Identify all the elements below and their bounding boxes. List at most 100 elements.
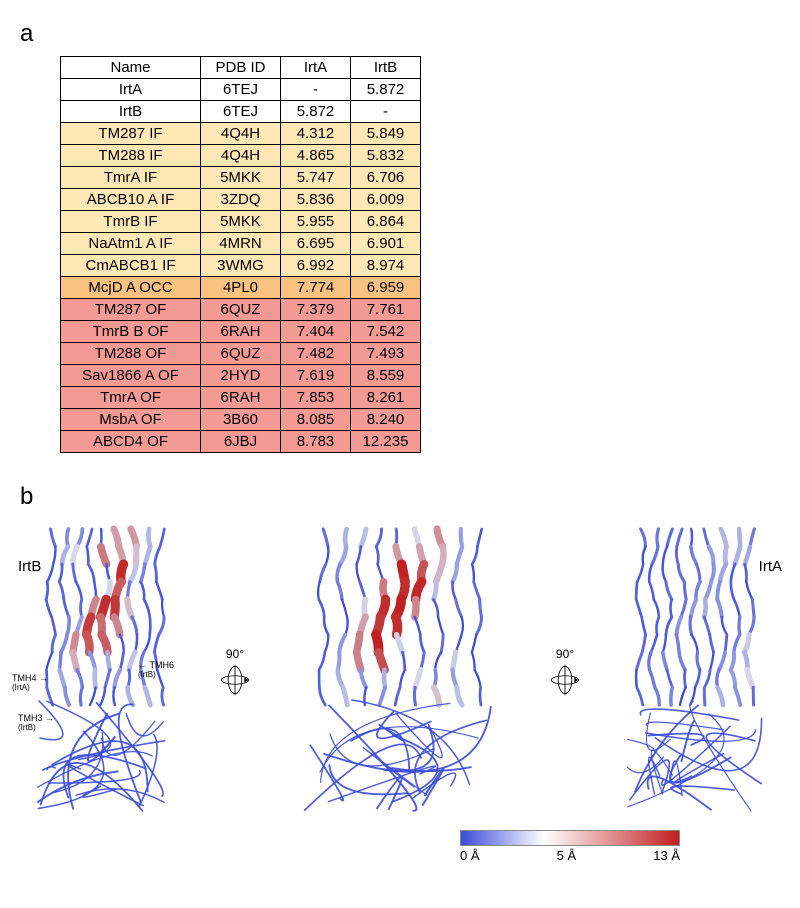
rotation-icon [218, 663, 252, 697]
rotation-indicator-2: 90° [548, 647, 582, 697]
table-cell: 6TEJ [201, 101, 281, 123]
table-cell: 6RAH [201, 387, 281, 409]
table-cell: 6.959 [351, 277, 421, 299]
table-cell: IrtA [61, 79, 201, 101]
tmh6-sub: (IrtB) [138, 670, 156, 679]
rotation-angle-1: 90° [226, 647, 244, 661]
protein-view-1: TMH4 → (IrtA) ← TMH6 (IrtB) TMH3 → (IrtB… [20, 519, 190, 824]
table-row: TmrA OF6RAH7.8538.261 [61, 387, 421, 409]
table-cell: TM287 OF [61, 299, 201, 321]
tmh4-sub: (IrtA) [12, 683, 30, 692]
panel-b-label: b [20, 483, 780, 511]
protein-view-3 [610, 519, 780, 824]
table-cell: 6.009 [351, 189, 421, 211]
table-cell: 6.695 [281, 233, 351, 255]
table-cell: 7.853 [281, 387, 351, 409]
table-cell: 8.261 [351, 387, 421, 409]
table-cell: 12.235 [351, 431, 421, 453]
table-cell: 4.865 [281, 145, 351, 167]
protein-svg-2 [280, 519, 520, 819]
table-cell: 2HYD [201, 365, 281, 387]
col-header-pdbid: PDB ID [201, 57, 281, 79]
table-cell: 5.836 [281, 189, 351, 211]
table-cell: 8.085 [281, 409, 351, 431]
tmh4-label: TMH4 → (IrtA) [12, 674, 48, 693]
table-cell: 4MRN [201, 233, 281, 255]
table-cell: 6QUZ [201, 299, 281, 321]
table-cell: 4PL0 [201, 277, 281, 299]
structure-views: IrtB TMH4 → (IrtA) ← TMH6 (IrtB) TMH3 → … [20, 519, 780, 824]
table-cell: 5.872 [281, 101, 351, 123]
table-row: MsbA OF3B608.0858.240 [61, 409, 421, 431]
table-cell: IrtB [61, 101, 201, 123]
table-cell: 8.974 [351, 255, 421, 277]
table-cell: 6RAH [201, 321, 281, 343]
table-row: TM287 OF6QUZ7.3797.761 [61, 299, 421, 321]
tmh6-main: TMH6 [150, 660, 175, 670]
table-cell: TM288 IF [61, 145, 201, 167]
table-cell: TmrB IF [61, 211, 201, 233]
table-cell: 3ZDQ [201, 189, 281, 211]
protein-view-2 [280, 519, 520, 824]
colorbar-mid: 5 Å [557, 848, 577, 863]
table-cell: 7.379 [281, 299, 351, 321]
tmh3-main: TMH3 [18, 713, 43, 723]
table-row: CmABCB1 IF3WMG6.9928.974 [61, 255, 421, 277]
table-row: ABCB10 A IF3ZDQ5.8366.009 [61, 189, 421, 211]
table-row: IrtA6TEJ-5.872 [61, 79, 421, 101]
table-row: TM287 IF4Q4H4.3125.849 [61, 123, 421, 145]
table-cell: 5.849 [351, 123, 421, 145]
col-header-irtb: IrtB [351, 57, 421, 79]
table-cell: - [351, 101, 421, 123]
table-cell: 6JBJ [201, 431, 281, 453]
table-cell: 3WMG [201, 255, 281, 277]
table-row: TM288 IF4Q4H4.8655.832 [61, 145, 421, 167]
colorbar-min: 0 Å [460, 848, 480, 863]
table-cell: McjD A OCC [61, 277, 201, 299]
table-cell: 5.872 [351, 79, 421, 101]
table-cell: ABCB10 A IF [61, 189, 201, 211]
table-cell: 4.312 [281, 123, 351, 145]
table-cell: 6.901 [351, 233, 421, 255]
table-cell: 7.493 [351, 343, 421, 365]
colorbar: 0 Å 5 Å 13 Å [460, 830, 680, 863]
panel-a: a Name PDB ID IrtA IrtB IrtA6TEJ-5.872Ir… [20, 20, 780, 453]
rotation-indicator-1: 90° [218, 647, 252, 697]
irta-label: IrtA [759, 558, 782, 575]
table-row: TmrB B OF6RAH7.4047.542 [61, 321, 421, 343]
panel-b: b IrtB TMH4 → (IrtA) ← TMH6 (IrtB) TMH3 … [20, 483, 780, 863]
panel-a-label: a [20, 20, 780, 48]
table-cell: 6.706 [351, 167, 421, 189]
table-cell: 4Q4H [201, 145, 281, 167]
table-row: TmrB IF5MKK5.9556.864 [61, 211, 421, 233]
table-cell: 5MKK [201, 211, 281, 233]
table-cell: TM287 IF [61, 123, 201, 145]
colorbar-ticks: 0 Å 5 Å 13 Å [460, 848, 680, 863]
table-cell: NaAtm1 A IF [61, 233, 201, 255]
tmh3-sub: (IrtB) [18, 723, 36, 732]
table-header-row: Name PDB ID IrtA IrtB [61, 57, 421, 79]
table-cell: 7.482 [281, 343, 351, 365]
table-row: TmrA IF5MKK5.7476.706 [61, 167, 421, 189]
col-header-irta: IrtA [281, 57, 351, 79]
tmh3-label: TMH3 → (IrtB) [18, 714, 54, 733]
table-cell: 5MKK [201, 167, 281, 189]
table-cell: TmrB B OF [61, 321, 201, 343]
table-cell: 8.240 [351, 409, 421, 431]
col-header-name: Name [61, 57, 201, 79]
table-cell: 3B60 [201, 409, 281, 431]
table-row: IrtB6TEJ5.872- [61, 101, 421, 123]
colorbar-gradient [460, 830, 680, 846]
table-cell: Sav1866 A OF [61, 365, 201, 387]
table-cell: 5.955 [281, 211, 351, 233]
table-cell: 4Q4H [201, 123, 281, 145]
rotation-icon [548, 663, 582, 697]
table-cell: 6QUZ [201, 343, 281, 365]
table-cell: 8.559 [351, 365, 421, 387]
table-row: Sav1866 A OF2HYD7.6198.559 [61, 365, 421, 387]
table-row: McjD A OCC4PL07.7746.959 [61, 277, 421, 299]
table-cell: MsbA OF [61, 409, 201, 431]
table-cell: 7.404 [281, 321, 351, 343]
table-cell: 7.761 [351, 299, 421, 321]
rmsd-table: Name PDB ID IrtA IrtB IrtA6TEJ-5.872IrtB… [60, 56, 421, 453]
